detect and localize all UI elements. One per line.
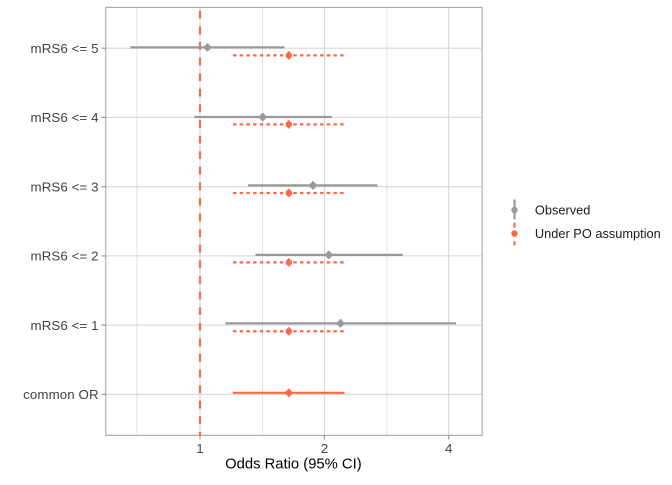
svg-text:mRS6 <= 5: mRS6 <= 5 (31, 41, 99, 56)
svg-text:Observed: Observed (535, 203, 590, 218)
svg-text:mRS6 <= 3: mRS6 <= 3 (31, 179, 99, 194)
svg-text:mRS6 <= 4: mRS6 <= 4 (31, 110, 99, 125)
svg-text:4: 4 (445, 441, 452, 456)
svg-text:2: 2 (321, 441, 328, 456)
svg-text:Odds Ratio (95% CI): Odds Ratio (95% CI) (225, 457, 362, 473)
svg-text:mRS6 <= 1: mRS6 <= 1 (31, 318, 99, 333)
svg-text:common OR: common OR (23, 387, 99, 402)
svg-text:mRS6 <= 2: mRS6 <= 2 (31, 249, 99, 264)
svg-text:Under PO assumption: Under PO assumption (535, 226, 661, 241)
svg-text:1: 1 (196, 441, 203, 456)
